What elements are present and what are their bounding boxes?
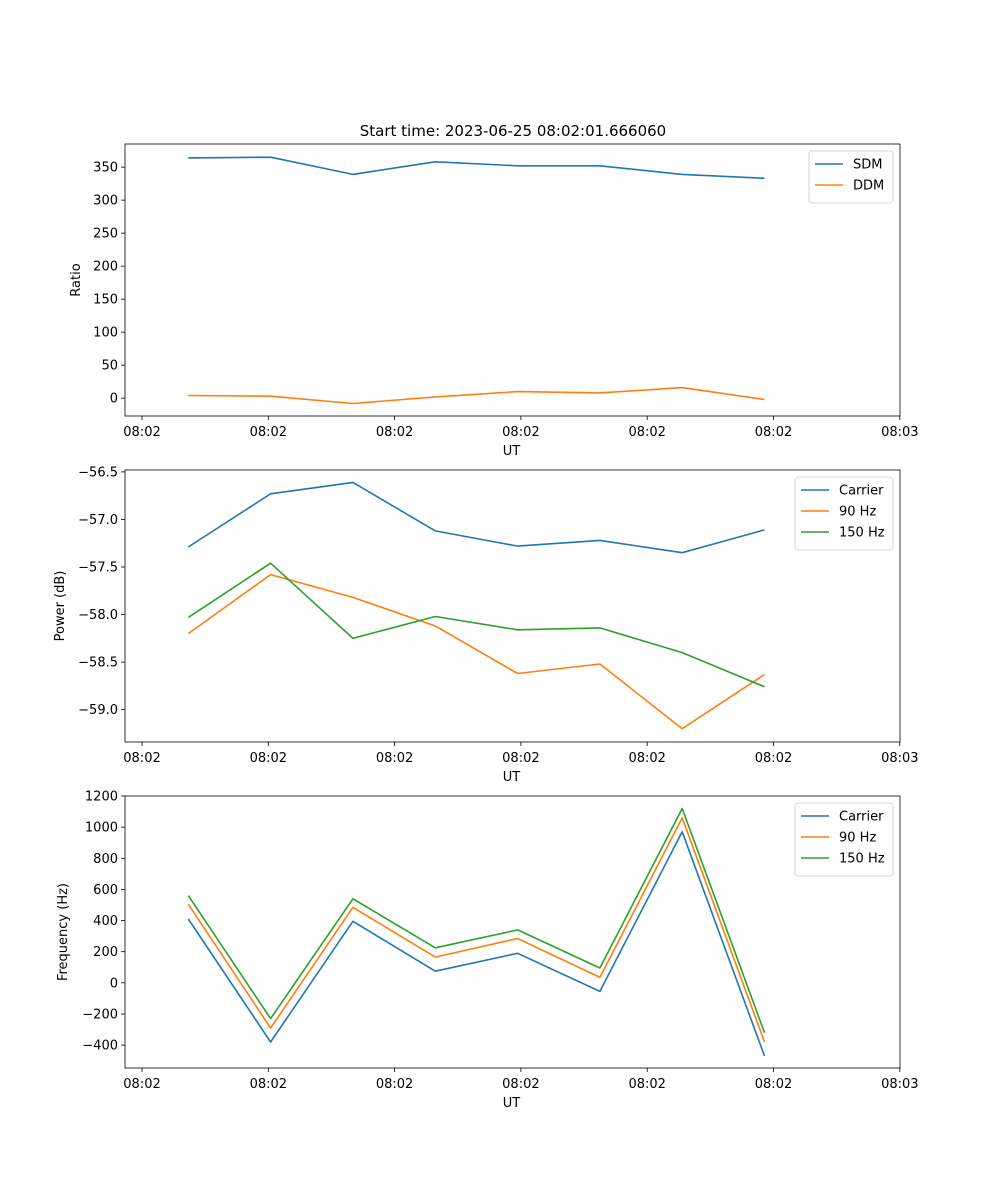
series-line-sdm: [188, 156, 765, 180]
legend: SDM DDM: [808, 150, 894, 204]
subplot-power: 08:02 08:02 08:02 08:02 08:02 08:02 08:03 −59.0…: [53, 465, 919, 785]
legend-label: 150 Hz: [839, 526, 885, 541]
legend-label: DDM: [853, 179, 884, 194]
series-line-90-hz: [187, 816, 766, 1043]
y-tick-label: −58.5: [78, 656, 118, 671]
y-axis-label: Ratio: [69, 263, 84, 296]
y-tick-label: −400: [82, 1039, 118, 1054]
y-axis-label: Frequency (Hz): [56, 883, 71, 981]
x-tick-label: 08:02: [250, 1077, 287, 1092]
plot-frame: [124, 795, 901, 1069]
legend-label: 150 Hz: [839, 852, 885, 867]
subplots: 08:02 08:02 08:02 08:02 08:02 08:02 08:03 0 50 10…: [53, 143, 919, 1112]
y-tick-label: −59.0: [78, 703, 118, 718]
y-axis-label: Power (dB): [53, 571, 68, 642]
y-tick-label: 350: [93, 161, 118, 176]
series-line-carrier: [187, 481, 765, 554]
subplot-ratio: 08:02 08:02 08:02 08:02 08:02 08:02 08:03 0 50 10…: [69, 143, 919, 459]
x-tick-label: 08:03: [881, 1077, 918, 1092]
y-tick-label: 100: [93, 326, 118, 341]
x-tick-label: 08:02: [502, 751, 539, 766]
plot-frame: [124, 143, 901, 417]
x-axis-label: UT: [503, 444, 521, 459]
x-tick-label: 08:02: [755, 1077, 792, 1092]
y-tick-label: −58.0: [78, 608, 118, 623]
y-tick-label: 800: [93, 852, 118, 867]
plot-frame: [124, 469, 901, 743]
subplot-frequency: 08:02 08:02 08:02 08:02 08:02 08:02 08:03 −400 −…: [56, 790, 919, 1112]
y-tick-label: 1000: [85, 821, 118, 836]
x-tick-label: 08:02: [628, 751, 665, 766]
x-tick-label: 08:02: [755, 425, 792, 440]
y-tick-label: 600: [93, 883, 118, 898]
series-line-150-hz: [187, 562, 765, 688]
series-line-150-hz: [187, 807, 766, 1033]
series-line-carrier: [187, 830, 766, 1057]
x-tick-label: 08:02: [250, 751, 287, 766]
y-tick-label: 250: [93, 227, 118, 242]
legend-label: 90 Hz: [839, 831, 876, 846]
y-tick-label: −57.5: [78, 561, 118, 576]
x-tick-label: 08:02: [123, 751, 160, 766]
x-tick-label: 08:02: [376, 751, 413, 766]
x-tick-label: 08:03: [881, 751, 918, 766]
y-tick-label: −200: [82, 1007, 118, 1022]
y-tick-label: 1200: [85, 790, 118, 805]
legend: Carrier 90 Hz 150 Hz: [794, 476, 894, 551]
y-tick-label: 150: [93, 293, 118, 308]
series-line-ddm: [188, 386, 765, 405]
legend-label: Carrier: [839, 484, 884, 499]
x-tick-label: 08:02: [376, 1077, 413, 1092]
legend: Carrier 90 Hz 150 Hz: [794, 802, 894, 877]
y-tick-label: −56.5: [78, 465, 118, 480]
x-tick-label: 08:02: [502, 425, 539, 440]
x-tick-label: 08:02: [628, 1077, 665, 1092]
y-tick-label: −57.0: [78, 513, 118, 528]
legend-label: Carrier: [839, 810, 884, 825]
y-tick-label: 300: [93, 194, 118, 209]
x-axis-label: UT: [503, 770, 521, 785]
x-tick-label: 08:02: [123, 425, 160, 440]
x-tick-label: 08:02: [123, 1077, 160, 1092]
series-line-90-hz: [187, 573, 765, 730]
legend-label: 90 Hz: [839, 505, 876, 520]
y-tick-label: 400: [93, 914, 118, 929]
x-tick-label: 08:02: [376, 425, 413, 440]
y-tick-label: 50: [101, 359, 118, 374]
y-tick-label: 0: [110, 976, 118, 991]
y-tick-label: 200: [93, 260, 118, 275]
x-tick-label: 08:02: [502, 1077, 539, 1092]
y-tick-label: 0: [110, 392, 118, 407]
x-tick-label: 08:02: [628, 425, 665, 440]
x-axis-label: UT: [503, 1096, 521, 1111]
figure-title: Start time: 2023-06-25 08:02:01.666060: [360, 122, 666, 140]
x-tick-label: 08:03: [881, 425, 918, 440]
y-tick-label: 200: [93, 945, 118, 960]
legend-label: SDM: [853, 158, 882, 173]
x-tick-label: 08:02: [755, 751, 792, 766]
x-tick-label: 08:02: [250, 425, 287, 440]
